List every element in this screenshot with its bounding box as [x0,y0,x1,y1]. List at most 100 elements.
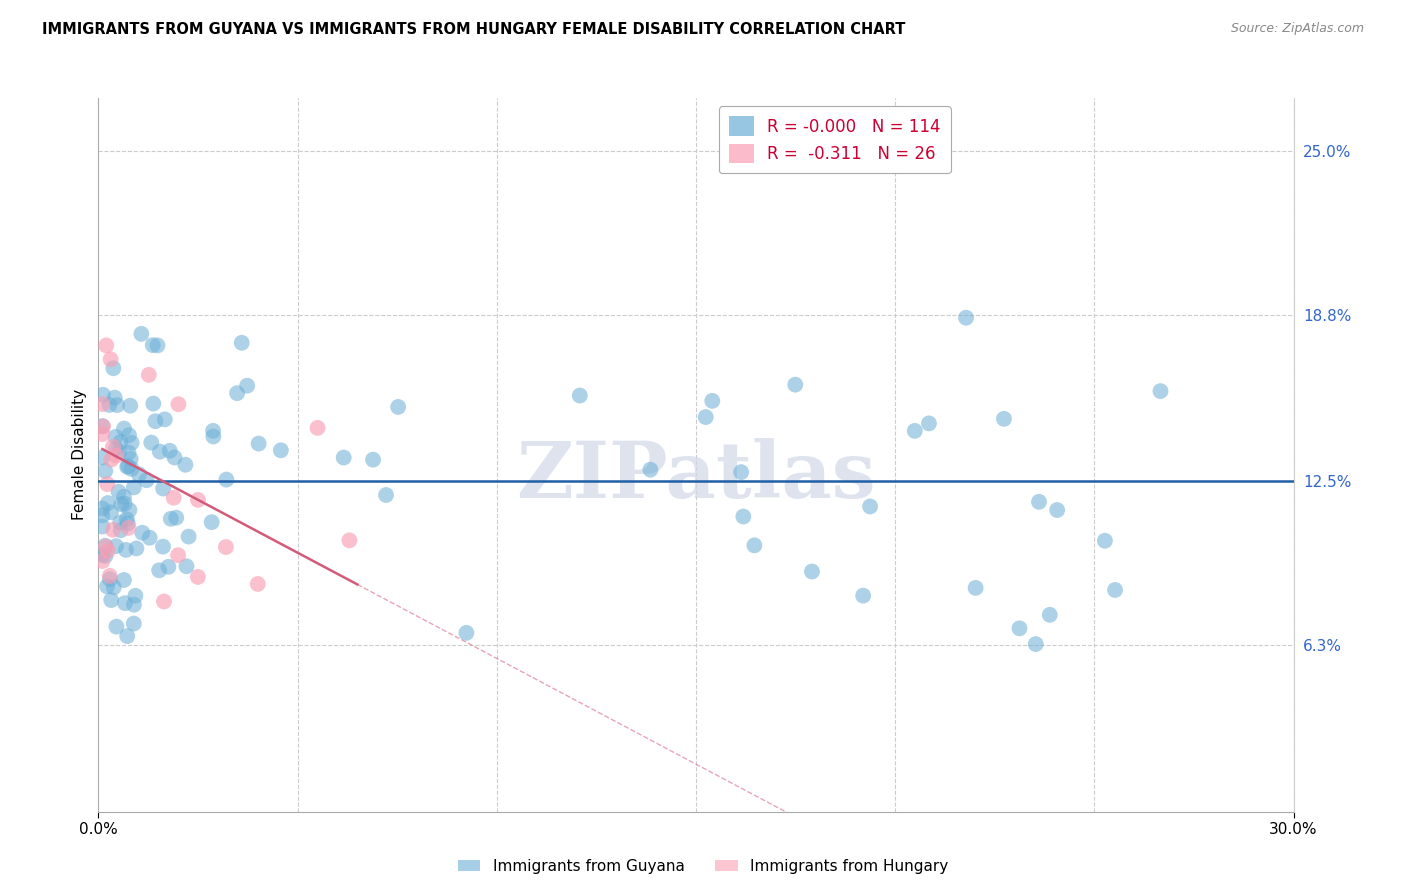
Point [103,361,125,376]
Point [94,549,117,563]
Text: Source: ZipAtlas.com: Source: ZipAtlas.com [1230,22,1364,36]
Point [122,598,145,612]
Point [146,338,169,352]
Point [91,397,114,411]
Point [98,569,121,583]
Point [112,573,135,587]
Point [124,589,146,603]
Point [104,430,127,444]
Point [1104,582,1126,597]
Point [153,594,176,608]
Text: ZIPatlas: ZIPatlas [516,438,876,515]
Legend: R = -0.000   N = 114, R =  -0.311   N = 26: R = -0.000 N = 114, R = -0.311 N = 26 [718,106,950,173]
Point [115,512,138,526]
Point [91,501,114,516]
Point [993,412,1015,426]
Point [339,533,361,548]
Point [94,539,117,553]
Point [852,589,875,603]
Point [246,577,269,591]
Point [128,467,150,482]
Point [159,512,181,526]
Point [1046,503,1069,517]
Point [115,542,138,557]
Point [141,435,163,450]
Point [105,539,128,553]
Point [117,459,139,474]
Point [375,488,398,502]
Point [104,391,127,405]
Point [96,477,118,491]
Point [91,388,114,402]
Point [800,565,823,579]
Point [165,510,187,524]
Point [91,419,114,434]
Point [695,410,717,425]
Point [215,473,238,487]
Point [176,559,198,574]
Point [114,596,136,610]
Point [142,396,165,410]
Point [1039,607,1062,622]
Point [138,531,160,545]
Point [270,443,292,458]
Point [91,419,114,434]
Point [202,429,225,443]
Point [135,473,157,487]
Point [100,505,122,519]
Point [91,508,114,523]
Point [131,326,153,341]
Point [103,580,125,594]
Point [101,440,124,454]
Point [202,424,225,438]
Point [108,444,131,458]
Point [174,458,197,472]
Point [125,541,148,556]
Point [201,515,224,529]
Point [231,335,253,350]
Point [118,503,141,517]
Point [152,482,174,496]
Point [121,435,143,450]
Point [105,398,128,412]
Point [730,465,752,479]
Point [159,443,181,458]
Point [107,484,129,499]
Point [387,400,409,414]
Point [122,616,145,631]
Point [131,525,153,540]
Point [91,554,114,568]
Point [307,421,329,435]
Point [247,436,270,450]
Point [96,579,118,593]
Point [167,397,190,411]
Point [121,462,143,476]
Point [97,496,120,510]
Text: IMMIGRANTS FROM GUYANA VS IMMIGRANTS FROM HUNGARY FEMALE DISABILITY CORRELATION : IMMIGRANTS FROM GUYANA VS IMMIGRANTS FRO… [42,22,905,37]
Point [568,388,591,402]
Point [187,492,209,507]
Point [112,422,135,436]
Point [145,414,167,428]
Point [91,427,114,442]
Point [215,540,238,554]
Point [114,497,136,511]
Point [100,452,122,467]
Point [918,417,941,431]
Y-axis label: Female Disability: Female Disability [72,389,87,521]
Point [101,523,124,537]
Point [1025,637,1047,651]
Point [153,412,176,426]
Point [91,548,114,562]
Point [117,445,139,459]
Point [91,450,114,465]
Point [110,523,132,537]
Point [1149,384,1171,398]
Point [177,530,200,544]
Point [98,398,121,412]
Point [100,593,122,607]
Legend: Immigrants from Guyana, Immigrants from Hungary: Immigrants from Guyana, Immigrants from … [451,853,955,880]
Point [117,629,139,643]
Point [105,620,128,634]
Point [332,450,354,465]
